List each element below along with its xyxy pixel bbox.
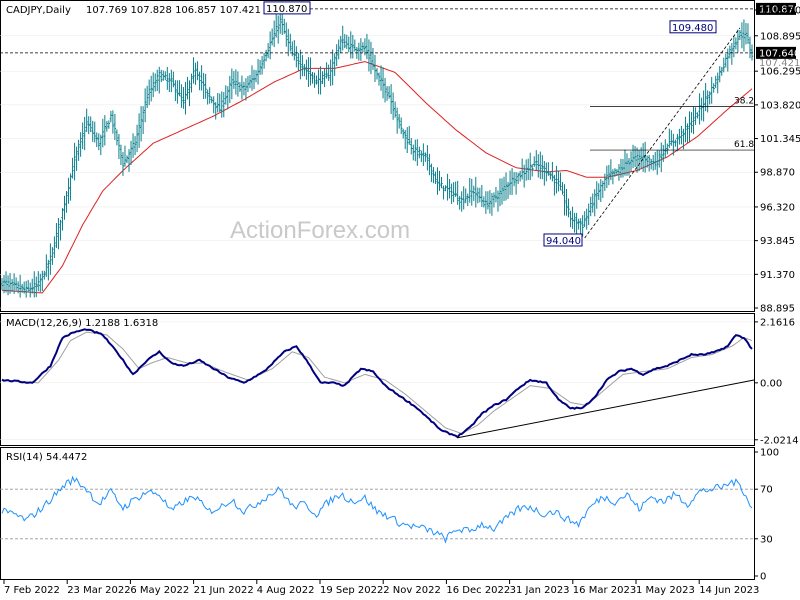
date-axis-label: 2 Nov 2022 [383,585,441,596]
high-axis-tag-label: 110.870 [759,4,800,15]
price-axis-label: 98.870 [760,168,795,179]
price-bars [0,10,754,298]
macd-lines [1,328,755,439]
swing-dashed-line [584,27,741,239]
symbol-label: CADJPY,Daily [6,5,71,16]
price-axis-label: 88.895 [760,304,795,315]
fib-38-label: 38.2 [734,96,754,106]
price-axis-label: 91.370 [760,270,795,281]
macd-gridlines [0,321,754,441]
date-axis-label: 14 Jun 2023 [699,585,759,596]
price-axis-label: 111.230 [760,6,800,17]
rsi-panel: RSI(14) 54.4472 [0,447,755,580]
rsi-path [1,475,753,544]
current-axis-tag-label: 107.640 [759,48,800,59]
rsi-axis-label: 30 [760,534,773,545]
price-axis-label: 103.820 [760,100,800,111]
date-axis-label: 4 Aug 2022 [257,585,315,596]
date-axis-label: 31 Jan 2023 [510,585,570,596]
date-axis-label: 6 May 2022 [130,585,189,596]
price-axis-label: 108.895 [760,31,800,42]
price-axis-label: 106.295 [760,67,800,78]
macd-trendline [457,379,755,439]
price-panel-frame [0,0,755,312]
macd-line [1,328,753,439]
date-axis-label: 19 Sep 2022 [320,585,383,596]
ohlc-label: 107.769 107.828 106.857 107.421 [86,5,261,16]
date-axis-label: 23 Mar 2022 [67,585,130,596]
date-axis-label: 1 May 2023 [636,585,695,596]
fib-61-label: 61.8 [734,140,754,150]
rsi-gridlines [0,488,754,540]
date-axis-label: 21 Jun 2022 [194,585,254,596]
macd-label: MACD(12,26,9) 1.2188 1.6318 [6,318,158,329]
price-axis-label: 101.345 [760,134,800,145]
rsi-line [1,475,753,544]
low-label-box [543,233,583,247]
macd-panel: MACD(12,26,9) 1.2188 1.6318 [0,313,755,446]
macd-axis-label: -2.0214 [760,435,799,446]
current-sub-label: 107.421 [759,58,800,69]
high-axis-tag [756,2,796,15]
price-gridlines [0,35,754,309]
high-label: 110.870 [266,4,307,15]
rsi-label: RSI(14) 54.4472 [6,452,87,463]
low-label: 94.040 [546,236,581,247]
price-panel: ActionForex.com 110.870 110.870107.640107… [0,0,800,312]
macd-axis-label: 2.1616 [760,317,795,328]
right-price-axis: 111.230 108.895 106.295 103.820 101.345 98.87… [754,6,800,583]
peak-label: 109.480 [672,23,713,34]
watermark: ActionForex.com [230,217,410,244]
macd-panel-frame [0,313,755,446]
date-axis-label: 7 Feb 2022 [4,585,60,596]
rsi-axis-label: 0 [760,572,766,583]
price-axis-label: 96.320 [760,202,795,213]
date-axis: 7 Feb 2022 23 Mar 2022 6 May 2022 21 Jun 20… [3,580,759,596]
current-axis-tag [756,46,796,59]
date-axis-label: 16 Dec 2022 [446,585,510,596]
date-axis-label: 16 Mar 2023 [573,585,636,596]
rsi-axis-label: 70 [760,485,773,496]
macd-axis-label: 0.00 [760,378,782,389]
high-label-box [263,1,311,15]
price-axis-label: 93.845 [760,236,795,247]
rsi-axis-label: 100 [760,448,779,459]
peak-label-box [669,20,717,34]
